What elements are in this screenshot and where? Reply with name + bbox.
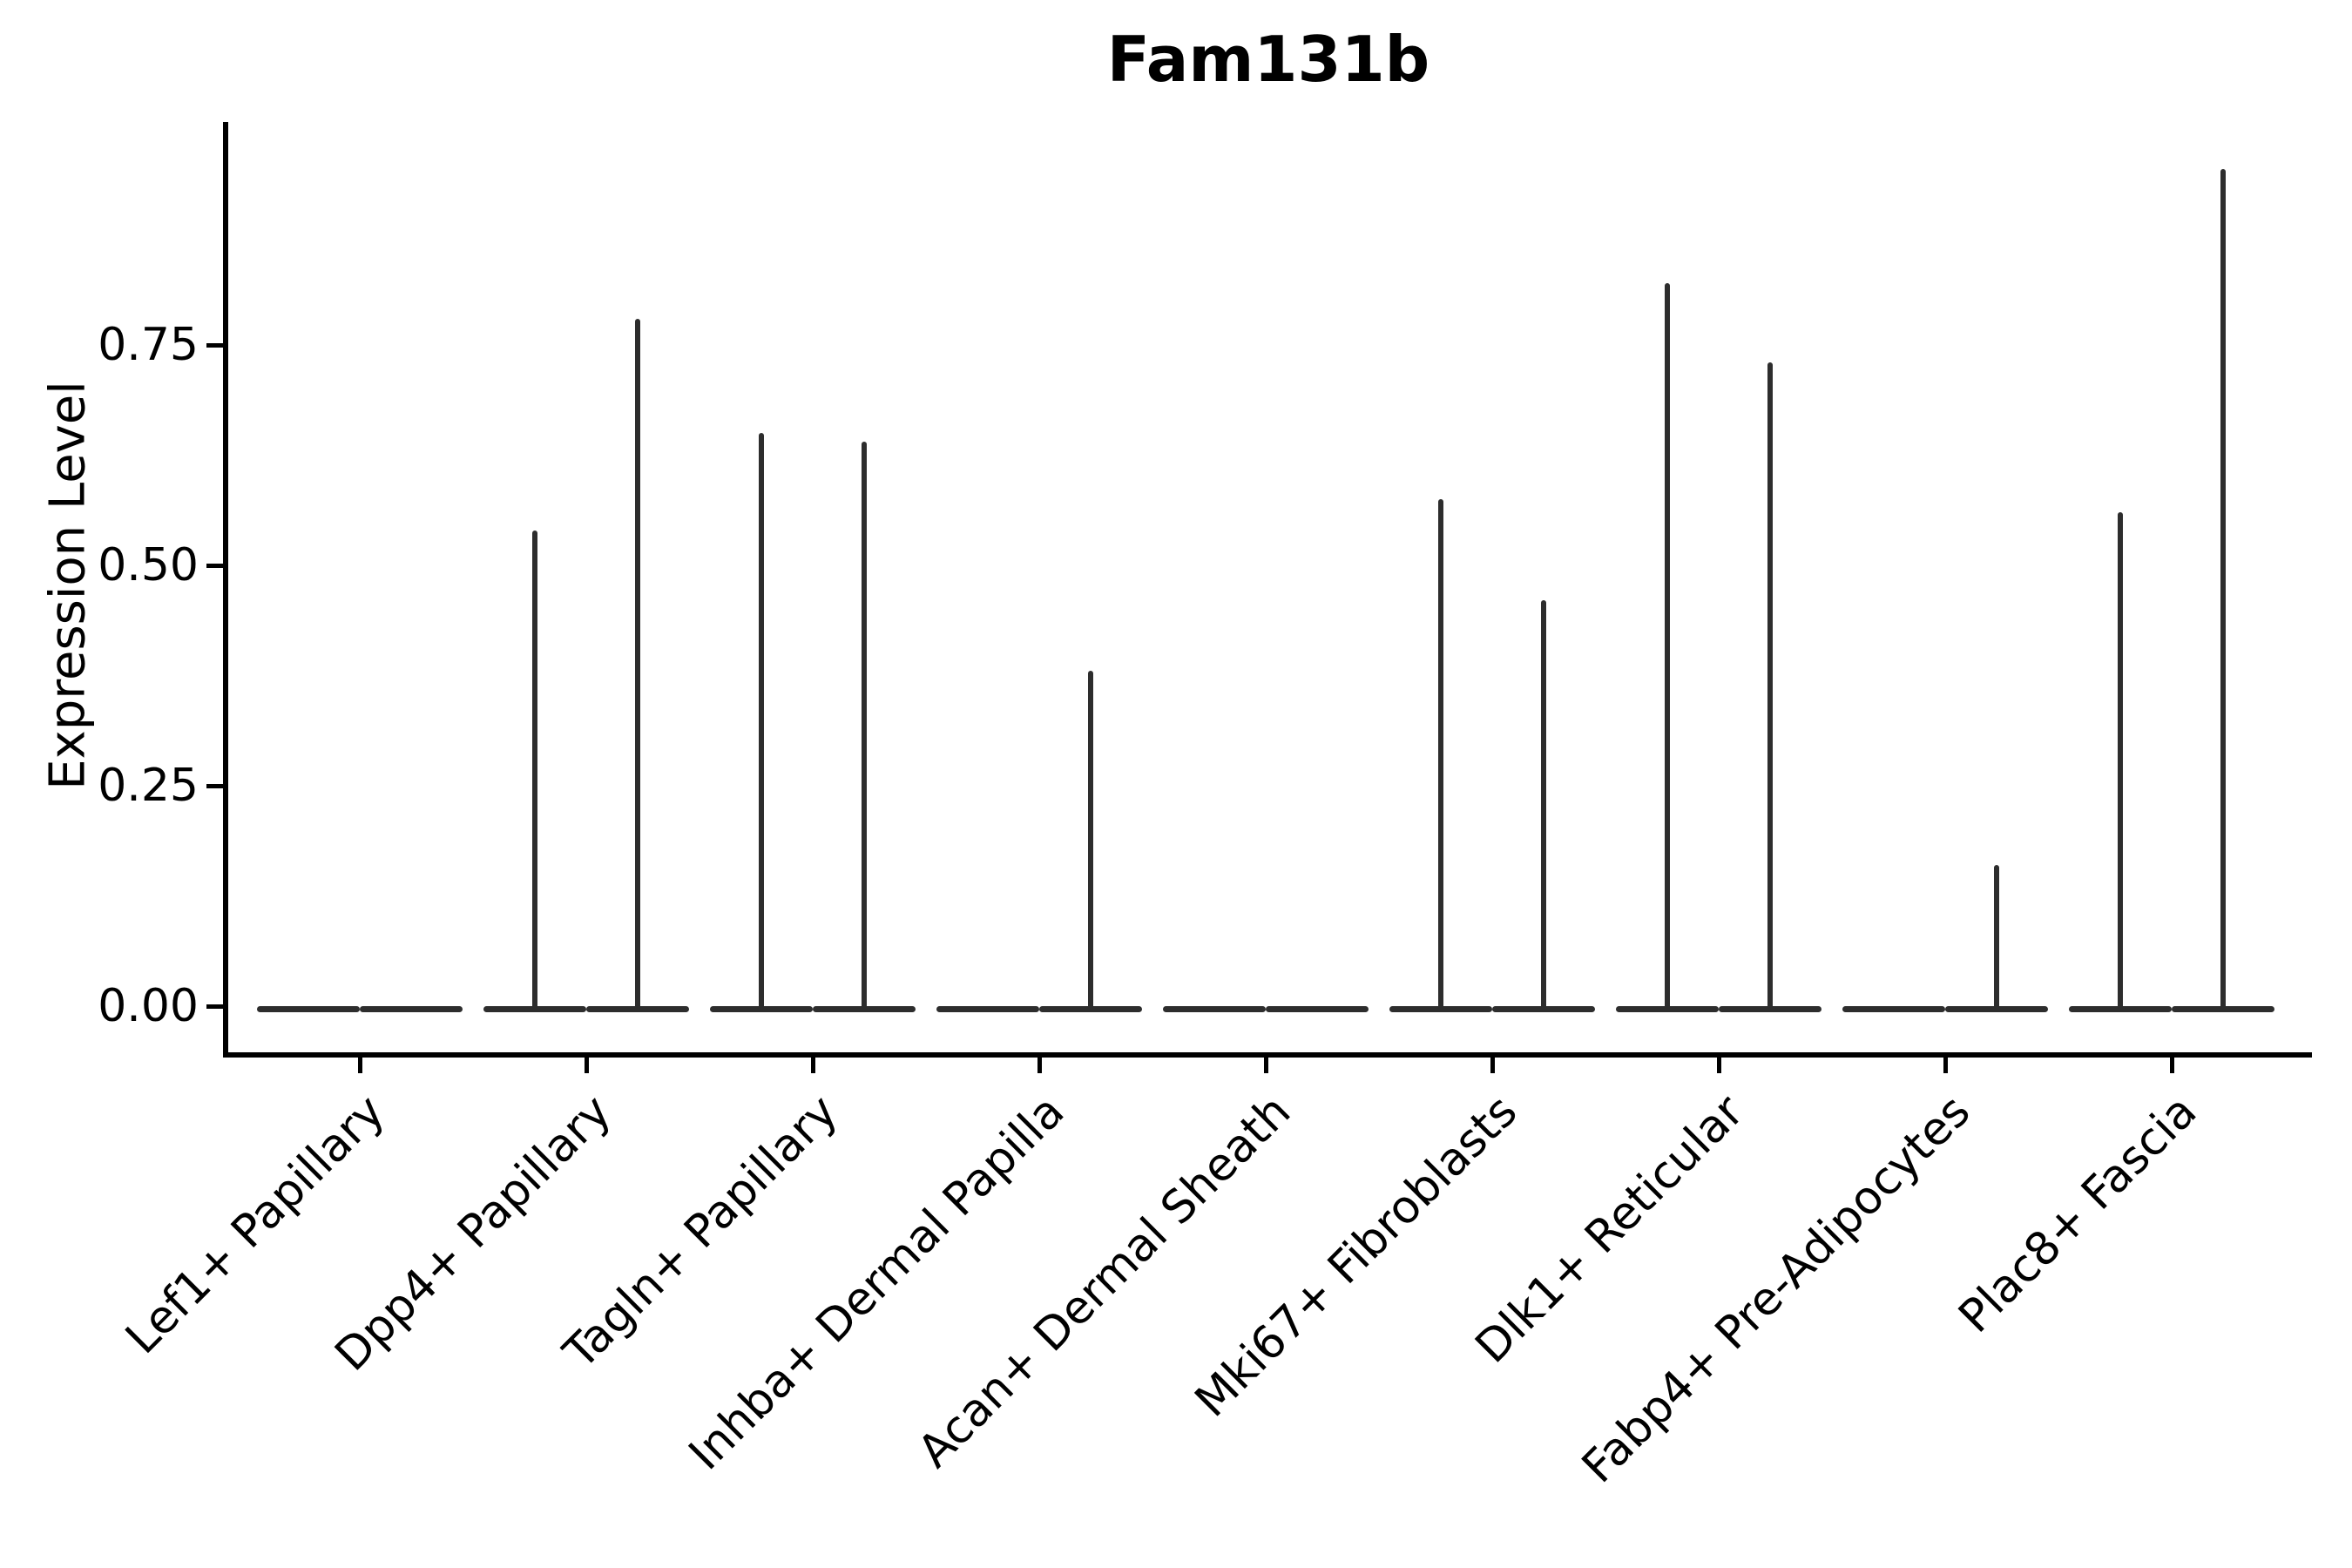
y-axis-spine: [223, 122, 228, 1058]
violin-spike: [1541, 600, 1546, 1011]
violin-spike: [1994, 865, 1999, 1011]
x-tick-mark: [2169, 1058, 2174, 1073]
y-tick-mark: [206, 1004, 223, 1009]
y-tick-label: 0.50: [98, 539, 199, 591]
violin-base: [1842, 1006, 1945, 1012]
x-tick-mark: [1263, 1058, 1268, 1073]
x-tick-label: Fabp4+ Pre-Adipocytes: [1572, 1085, 1981, 1494]
x-tick-label: Inhba+ Dermal Papilla: [679, 1085, 1075, 1481]
y-tick-label: 0.25: [98, 760, 199, 812]
x-tick-mark: [1943, 1058, 1948, 1073]
violin-base: [1163, 1006, 1266, 1012]
x-axis-spine: [223, 1052, 2312, 1058]
violin-spike: [1438, 499, 1443, 1011]
violin-base: [936, 1006, 1039, 1012]
violin-base: [1266, 1006, 1369, 1012]
y-tick-mark: [206, 563, 223, 568]
x-tick-mark: [357, 1058, 362, 1073]
violin-spike: [1767, 362, 1773, 1011]
y-tick-label: 0.75: [98, 319, 199, 371]
violin-spike: [635, 318, 640, 1011]
violin-base: [360, 1006, 463, 1012]
x-tick-mark: [1490, 1058, 1495, 1073]
x-tick-label: Acan+ Dermal Sheath: [908, 1085, 1301, 1478]
violin-spike: [2220, 168, 2226, 1011]
x-tick-mark: [584, 1058, 589, 1073]
violin-spike: [759, 433, 764, 1011]
x-tick-mark: [1716, 1058, 1721, 1073]
violin-spike: [1088, 671, 1093, 1011]
violin-spike: [2118, 512, 2123, 1011]
x-tick-label: Plac8+ Fascia: [1949, 1085, 2207, 1343]
chart-title: Fam131b: [1106, 23, 1430, 96]
y-tick-label: 0.00: [98, 980, 199, 1032]
x-tick-mark: [810, 1058, 815, 1073]
x-tick-mark: [1037, 1058, 1042, 1073]
violin-spike: [862, 442, 867, 1011]
violin-base: [257, 1006, 360, 1012]
violin-spike: [532, 530, 537, 1011]
y-tick-mark: [206, 342, 223, 348]
y-tick-mark: [206, 783, 223, 788]
violin-spike: [1665, 283, 1670, 1011]
